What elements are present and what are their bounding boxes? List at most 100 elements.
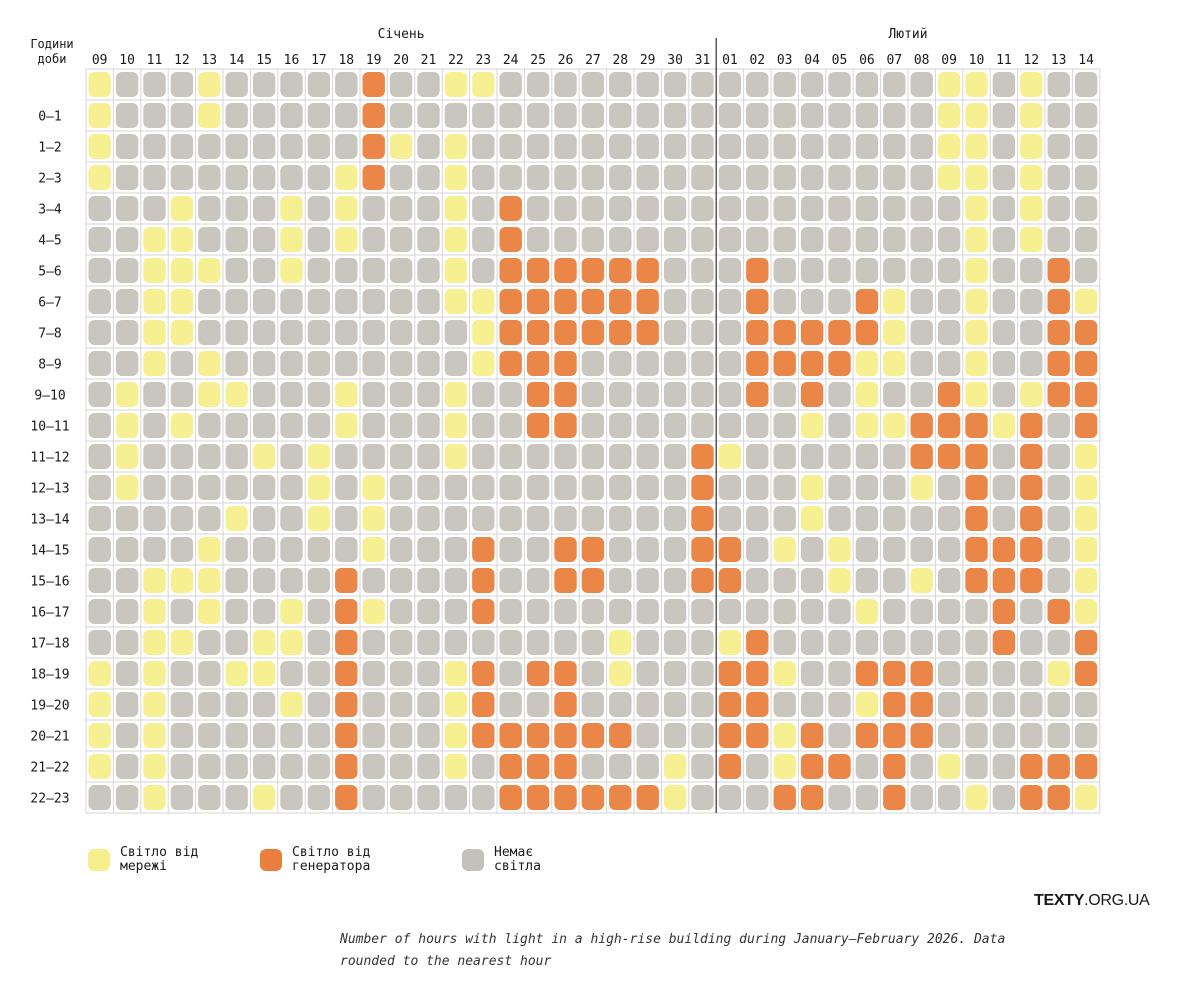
cell-0-14 [472, 72, 495, 97]
cell-16-11 [389, 568, 413, 593]
cell-10-27 [828, 382, 851, 407]
cell-20-1 [115, 692, 139, 717]
cell-21-4 [198, 723, 221, 748]
cell-23-1 [115, 785, 139, 810]
cell-1-22 [691, 103, 714, 128]
cell-12-19 [609, 444, 632, 469]
cell-19-0 [88, 661, 111, 686]
cell-15-25 [773, 537, 796, 562]
cell-15-31 [937, 537, 961, 562]
cell-16-31 [937, 568, 961, 593]
cell-15-3 [170, 537, 194, 562]
cell-14-11 [389, 506, 413, 531]
cell-17-18 [581, 599, 605, 624]
cell-22-7 [280, 754, 303, 779]
cell-20-10 [362, 692, 385, 717]
cell-15-21 [663, 537, 687, 562]
cell-12-4 [198, 444, 221, 469]
cell-9-15 [499, 351, 522, 376]
day-label: 30 [667, 53, 683, 68]
cell-15-5 [225, 537, 248, 562]
cell-11-27 [828, 413, 851, 438]
legend-swatch-grid [88, 849, 110, 871]
cell-17-27 [828, 599, 851, 624]
day-label: 03 [777, 53, 793, 68]
cell-0-32 [965, 72, 988, 97]
cell-12-27 [828, 444, 851, 469]
cell-18-19 [609, 630, 632, 655]
cell-17-12 [417, 599, 440, 624]
cell-15-2 [143, 537, 166, 562]
cell-5-7 [280, 227, 303, 252]
cell-7-27 [828, 289, 851, 314]
cell-7-24 [746, 289, 769, 314]
cell-2-34 [1020, 134, 1043, 159]
cell-11-15 [499, 413, 522, 438]
y-axis-title: доби [38, 52, 67, 66]
cell-23-24 [746, 785, 769, 810]
cell-5-5 [225, 227, 248, 252]
cell-21-0 [88, 723, 111, 748]
cell-19-30 [910, 661, 933, 686]
cell-3-15 [499, 165, 522, 190]
cell-23-2 [143, 785, 166, 810]
cell-16-27 [828, 568, 851, 593]
cell-0-13 [444, 72, 468, 97]
cell-4-4 [198, 196, 221, 221]
day-label: 11 [147, 53, 163, 68]
cell-17-31 [937, 599, 961, 624]
cell-5-9 [335, 227, 358, 252]
cell-2-32 [965, 134, 988, 159]
cell-19-1 [115, 661, 139, 686]
cell-23-30 [910, 785, 933, 810]
hour-label: 18–19 [30, 668, 69, 683]
cell-4-32 [965, 196, 988, 221]
cell-16-32 [965, 568, 988, 593]
cell-22-17 [554, 754, 577, 779]
cell-19-29 [883, 661, 906, 686]
brand-logo[interactable]: TEXTY.ORG.UA [1034, 892, 1150, 910]
cell-5-0 [88, 227, 111, 252]
cell-23-36 [1074, 785, 1098, 810]
cell-6-28 [855, 258, 879, 283]
cell-15-12 [417, 537, 440, 562]
cell-10-20 [636, 382, 659, 407]
cell-17-21 [663, 599, 687, 624]
cell-22-11 [389, 754, 413, 779]
cell-3-30 [910, 165, 933, 190]
cell-4-8 [307, 196, 331, 221]
cell-21-6 [252, 723, 276, 748]
cell-4-19 [609, 196, 632, 221]
cell-16-0 [88, 568, 111, 593]
cell-14-34 [1020, 506, 1043, 531]
cell-6-13 [444, 258, 468, 283]
cell-5-6 [252, 227, 276, 252]
cell-8-17 [554, 320, 577, 345]
cell-19-33 [992, 661, 1016, 686]
cell-8-9 [335, 320, 358, 345]
cell-21-18 [581, 723, 605, 748]
cell-9-16 [526, 351, 550, 376]
cell-0-20 [636, 72, 659, 97]
cell-20-24 [746, 692, 769, 717]
cell-7-36 [1074, 289, 1098, 314]
cell-17-0 [88, 599, 111, 624]
cell-1-13 [444, 103, 468, 128]
day-label: 09 [941, 53, 957, 68]
cell-15-7 [280, 537, 303, 562]
cell-7-1 [115, 289, 139, 314]
cell-10-10 [362, 382, 385, 407]
cell-18-11 [389, 630, 413, 655]
cell-13-9 [335, 475, 358, 500]
cell-0-3 [170, 72, 194, 97]
cell-21-23 [718, 723, 742, 748]
cell-0-25 [773, 72, 796, 97]
day-label: 12 [1023, 53, 1039, 68]
cell-18-23 [718, 630, 742, 655]
cell-0-2 [143, 72, 166, 97]
cell-12-30 [910, 444, 933, 469]
cell-23-0 [88, 785, 111, 810]
cell-15-20 [636, 537, 659, 562]
cell-14-31 [937, 506, 961, 531]
cell-19-18 [581, 661, 605, 686]
